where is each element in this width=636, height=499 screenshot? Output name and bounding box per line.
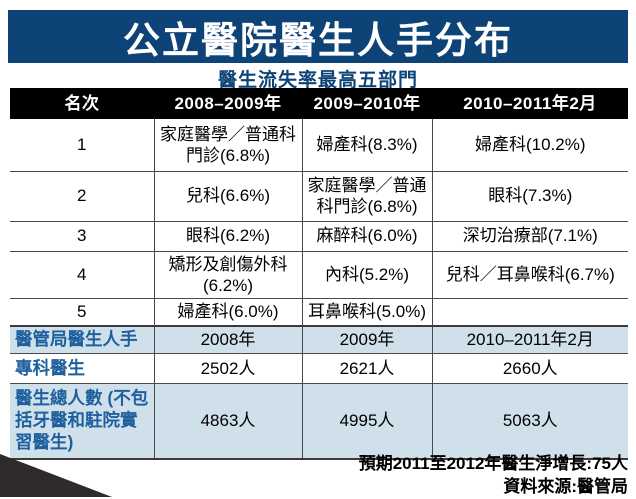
dept-cell: 兒科(6.6%) (153, 171, 302, 222)
value-cell: 5063人 (431, 383, 628, 460)
growth-note: 預期2011至2012年醫生淨增長:75人 (358, 454, 628, 473)
rank-cell: 4 (10, 251, 154, 299)
value-cell: 2009年 (301, 324, 432, 354)
value-cell: 4863人 (153, 383, 302, 460)
page-title-text: 公立醫院醫生人手分布 (123, 19, 513, 61)
value-cell: 2660人 (431, 353, 628, 384)
header-2009-2010: 2009–2010年 (302, 88, 432, 119)
dept-cell: 矯形及創傷外科(6.2%) (153, 251, 302, 299)
table-row: 2 兒科(6.6%) 家庭醫學／普通科門診(6.8%) 眼科(7.3%) (10, 171, 628, 222)
row-label-main: 醫生總人數 (15, 387, 103, 408)
table-row-total-doctors: 醫生總人數 (不包括牙醫和駐院實習醫生) 4863人 4995人 5063人 (10, 383, 628, 460)
dept-cell: 家庭醫學／普通科門診(6.8%) (301, 171, 432, 222)
value-cell: 2008年 (153, 324, 302, 354)
header-2010-2011: 2010–2011年2月 (432, 88, 628, 119)
row-label: 專科醫生 (10, 353, 154, 384)
dept-cell: 婦產科(8.3%) (301, 119, 432, 172)
table-row: 5 婦產科(6.0%) 耳鼻喉科(5.0%) (10, 298, 628, 326)
dept-cell: 眼科(7.3%) (431, 171, 628, 222)
value-cell: 4995人 (301, 383, 432, 460)
table-row-ha-manpower: 醫管局醫生人手 2008年 2009年 2010–2011年2月 (10, 324, 628, 354)
row-label-sub: (不包括牙醫和駐院實習醫生) (15, 387, 149, 452)
page-title: 公立醫院醫生人手分布 (8, 10, 628, 63)
table-row-specialists: 專科醫生 2502人 2621人 2660人 (10, 353, 628, 384)
table-subtitle: 醫生流失率最高五部門 (217, 70, 418, 91)
value-cell: 2621人 (301, 353, 432, 384)
header-rank: 名次 (10, 88, 154, 119)
dept-cell: 耳鼻喉科(5.0%) (301, 298, 432, 326)
dept-cell: 內科(5.2%) (301, 251, 432, 299)
rank-cell: 3 (10, 221, 154, 252)
dept-cell (431, 298, 628, 326)
table-row: 1 家庭醫學／普通科門診(6.8%) 婦產科(8.3%) 婦產科(10.2%) (10, 119, 628, 172)
header-2008-2009: 2008–2009年 (154, 88, 302, 119)
dept-cell: 深切治療部(7.1%) (431, 221, 628, 252)
value-cell: 2010–2011年2月 (431, 324, 628, 354)
dept-cell: 婦產科(10.2%) (431, 119, 628, 172)
table-row: 4 矯形及創傷外科(6.2%) 內科(5.2%) 兒科／耳鼻喉科(6.7%) (10, 251, 628, 299)
staffing-table: 名次 2008–2009年 2009–2010年 2010–2011年2月 1 … (10, 88, 628, 460)
corner-fold-decoration (0, 454, 112, 497)
table-header-row: 名次 2008–2009年 2009–2010年 2010–2011年2月 (10, 88, 628, 119)
rank-cell: 2 (10, 171, 154, 222)
dept-cell: 婦產科(6.0%) (153, 298, 302, 326)
rank-cell: 1 (10, 119, 154, 172)
value-cell: 2502人 (153, 353, 302, 384)
dept-cell: 兒科／耳鼻喉科(6.7%) (431, 251, 628, 299)
footnotes: 預期2011至2012年醫生淨增長:75人 資料來源:醫管局 (359, 453, 628, 499)
rank-cell: 5 (10, 298, 154, 326)
dept-cell: 麻醉科(6.0%) (301, 221, 432, 252)
row-label: 醫生總人數 (不包括牙醫和駐院實習醫生) (10, 383, 154, 460)
dept-cell: 家庭醫學／普通科門診(6.8%) (153, 119, 302, 172)
row-label: 醫管局醫生人手 (10, 324, 154, 354)
source-note: 資料來源:醫管局 (503, 476, 628, 496)
table-row: 3 眼科(6.2%) 麻醉科(6.0%) 深切治療部(7.1%) (10, 221, 628, 252)
dept-cell: 眼科(6.2%) (153, 221, 302, 252)
